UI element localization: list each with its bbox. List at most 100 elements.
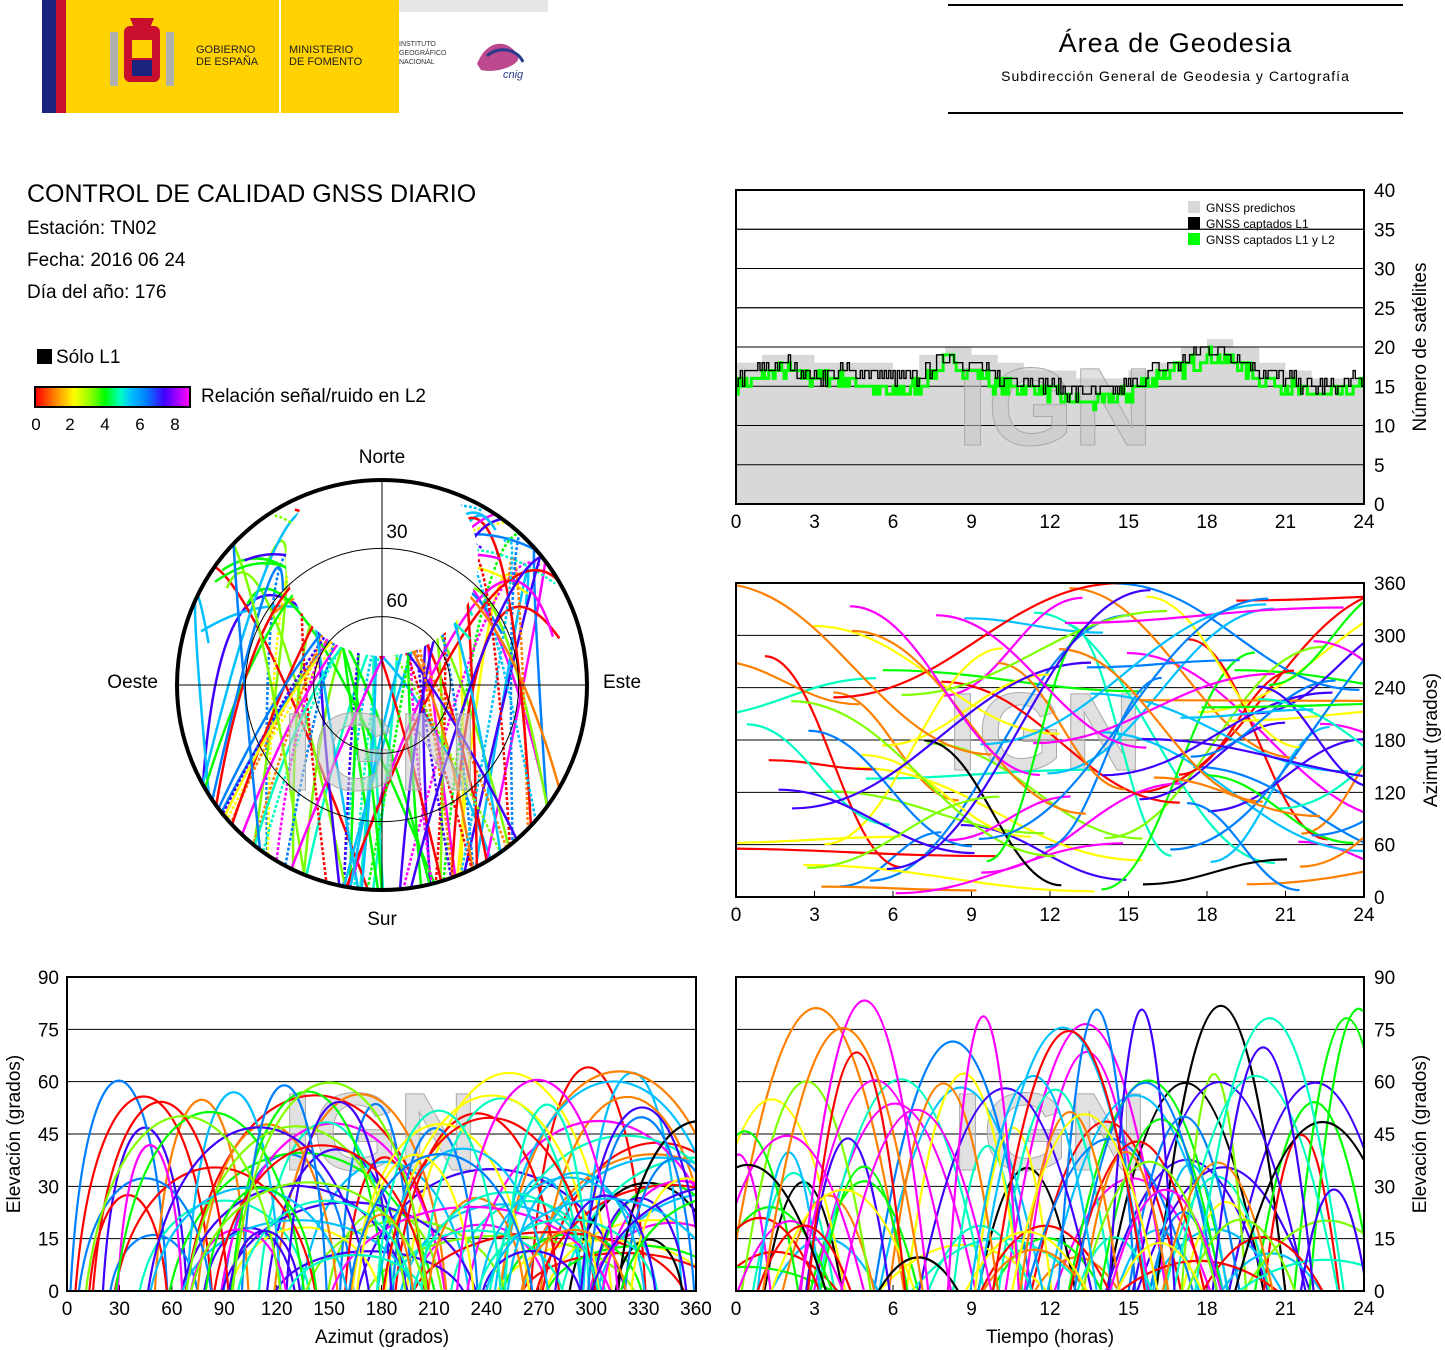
satellite-track <box>1161 1161 1274 1291</box>
satellite-track <box>1227 710 1364 722</box>
satellite-track <box>781 1194 876 1291</box>
x-tick-label: 210 <box>418 1299 450 1320</box>
satellite-track <box>204 1186 318 1291</box>
x-tick-label: 21 <box>1275 1299 1296 1320</box>
satellite-track <box>1033 611 1276 865</box>
satellite-track <box>1320 722 1364 734</box>
satellite-tracks <box>736 999 1364 1291</box>
satellite-track <box>1114 583 1360 692</box>
satellite-track <box>849 605 1040 777</box>
snr-tick: 8 <box>170 415 180 434</box>
satellite-track <box>1211 1046 1315 1291</box>
satellite-track <box>799 999 930 1291</box>
satellite-track <box>348 1153 534 1291</box>
x-tick-label: 60 <box>161 1299 182 1320</box>
satellite-track <box>798 1079 953 1291</box>
instituto-text: INSTITUTO GEOGRÁFICO NACIONAL <box>399 41 447 66</box>
x-tick-label: 6 <box>888 905 899 926</box>
satellite-track <box>1146 595 1302 749</box>
satellite-track <box>113 1166 317 1291</box>
y-tick-label: 90 <box>38 968 59 989</box>
satellite-track <box>1236 595 1364 602</box>
legend-swatch <box>1188 201 1200 213</box>
satellite-track <box>485 1197 696 1291</box>
satellite-track <box>351 1122 531 1291</box>
x-tick-label: 21 <box>1275 905 1296 926</box>
x-tick-label: 12 <box>1039 1299 1060 1320</box>
legend-label: GNSS captados L1 <box>1206 217 1309 231</box>
satellite-track <box>620 1199 696 1291</box>
satellite-track <box>964 617 1103 634</box>
satellite-track <box>1047 607 1275 775</box>
satellite-track <box>840 831 942 888</box>
satellite-track <box>230 1090 386 1291</box>
x-tick-label: 180 <box>366 1299 398 1320</box>
y-tick-label: 300 <box>1374 626 1406 647</box>
satellite-track <box>185 1125 407 1291</box>
satellite-track <box>1190 679 1336 758</box>
satellite-track <box>84 1115 282 1291</box>
satellite-track <box>736 847 999 858</box>
y-tick-label: 45 <box>38 1125 59 1146</box>
satellite-track <box>736 1265 833 1291</box>
north-label: Norte <box>359 447 405 468</box>
y-tick-label: 30 <box>1374 260 1395 281</box>
satellite-track <box>1180 708 1314 719</box>
l1-only-legend: Sólo L1 <box>37 347 120 369</box>
satellite-track <box>762 1027 924 1291</box>
plot-border <box>735 976 1365 1292</box>
y-tick-label: 0 <box>1374 495 1385 516</box>
satellite-track <box>285 1101 393 1291</box>
satellite-track <box>580 1106 696 1291</box>
l1-only-label: Sólo L1 <box>56 347 121 368</box>
satellite-track <box>736 1007 906 1291</box>
satellite-tracks <box>69 1066 696 1291</box>
satellite-track <box>936 614 1147 749</box>
satellite-track <box>1257 685 1364 787</box>
skyplot-chart: IGN Norte Sur Oeste Este 30 60 <box>107 447 641 930</box>
ign-logo-block: INSTITUTO GEOGRÁFICO NACIONAL cnig <box>399 0 548 113</box>
plot-border <box>735 582 1365 898</box>
y-tick-label: 60 <box>38 1073 59 1094</box>
x-tick-label: 150 <box>313 1299 345 1320</box>
x-tick-label: 6 <box>888 1299 899 1320</box>
satellite-track <box>520 1228 628 1291</box>
satellite-track <box>213 1144 430 1291</box>
satellite-track <box>503 1103 591 1291</box>
y-tick-label: 5 <box>1374 456 1385 477</box>
satellite-track <box>1258 698 1364 748</box>
y-tick-label: 15 <box>1374 1230 1395 1251</box>
satellite-track <box>1142 858 1288 886</box>
satellite-track <box>196 1123 339 1291</box>
satellite-track <box>746 723 890 826</box>
satellite-track <box>1141 737 1364 778</box>
cnig-text: cnig <box>503 69 524 81</box>
satellite-track <box>529 1066 647 1291</box>
eu-flag-stripe <box>42 0 56 113</box>
satellite-track <box>401 561 541 890</box>
satellite-track <box>978 597 1269 840</box>
series-l1-line <box>736 346 1364 403</box>
satellite-track <box>791 661 1092 810</box>
satellite-track <box>1153 776 1320 818</box>
satellite-track <box>736 1134 866 1291</box>
x-tick-label: 120 <box>261 1299 293 1320</box>
y-axis-title: Elevación (grados) <box>1410 1055 1431 1213</box>
satellite-track <box>616 1120 696 1291</box>
satellite-track <box>1104 645 1324 840</box>
satellite-track <box>499 1070 696 1291</box>
east-label: Este <box>603 672 641 693</box>
x-tick-label: 15 <box>1118 1299 1139 1320</box>
y-tick-label: 25 <box>1374 299 1395 320</box>
satellite-track <box>1205 774 1354 845</box>
satellite-track <box>138 1199 311 1291</box>
satellite-track <box>420 1097 585 1291</box>
y-axis-title: Elevación (grados) <box>4 1055 25 1213</box>
satellite-track <box>869 614 1130 882</box>
y-tick-label: 20 <box>1374 338 1395 359</box>
satellite-track <box>942 596 1083 697</box>
x-tick-label: 90 <box>214 1299 235 1320</box>
satellite-track <box>946 1015 1021 1291</box>
satellite-track <box>736 677 877 714</box>
satellite-track <box>114 1111 306 1291</box>
